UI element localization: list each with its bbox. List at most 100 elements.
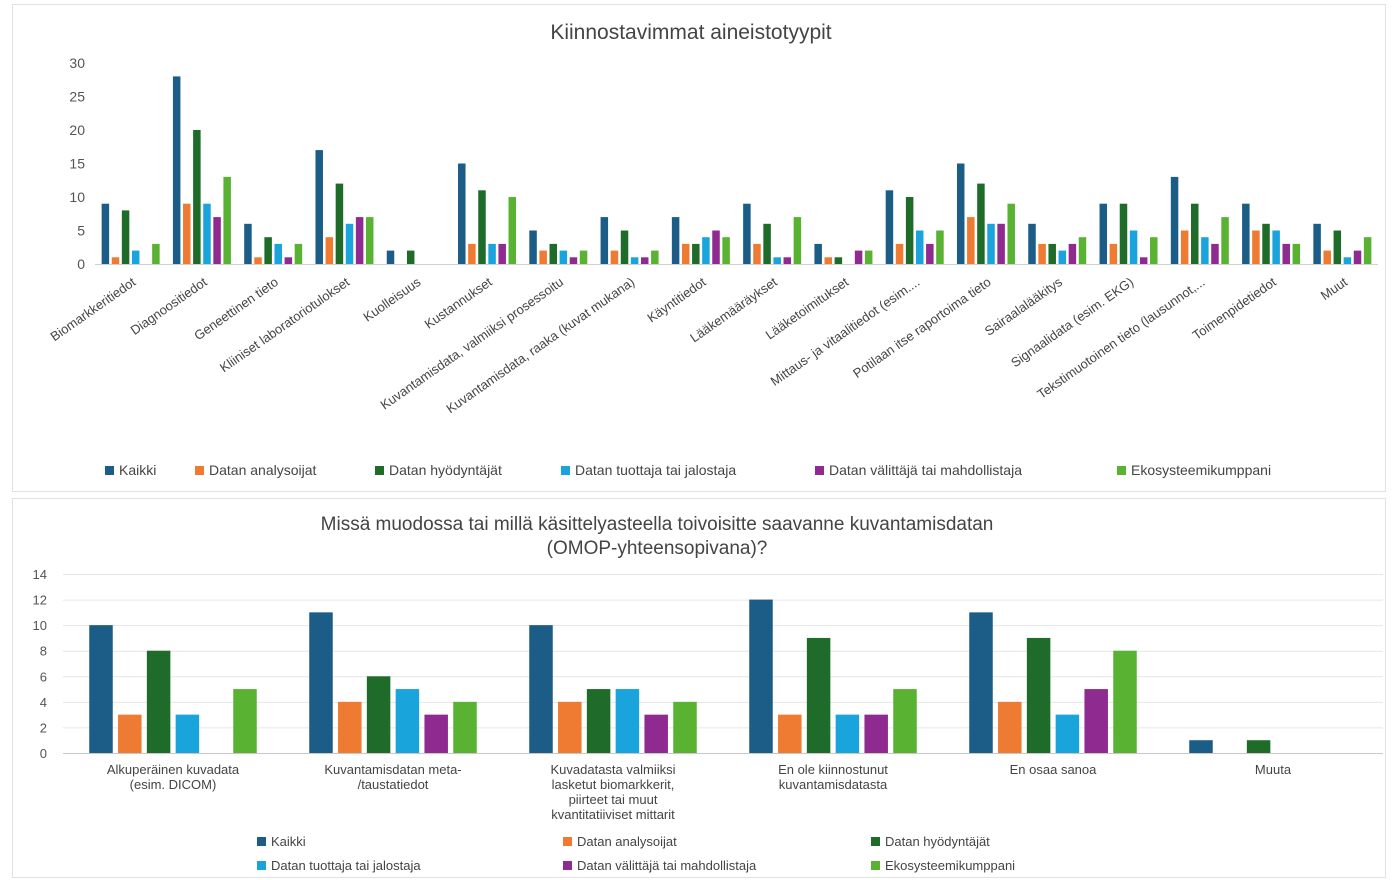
legend-swatch (257, 861, 266, 870)
bar (893, 689, 917, 753)
bar (1007, 203, 1015, 264)
legend-label: Kaikki (119, 462, 156, 478)
y-tick-label: 4 (40, 695, 47, 710)
bar (1262, 223, 1270, 264)
x-tick-label: Kliiniset laboratoriotulokset (217, 274, 353, 375)
bar (488, 243, 496, 264)
bar (175, 714, 200, 753)
bar (1084, 689, 1108, 753)
legend-label: Datan välittäjä tai mahdollistaja (577, 858, 757, 873)
bar (778, 714, 802, 753)
legend-swatch (563, 861, 572, 870)
bar (1333, 230, 1342, 264)
bar (1201, 237, 1209, 264)
y-tick-label: 8 (40, 644, 47, 659)
bar (681, 243, 690, 264)
bar (1180, 230, 1189, 264)
bar (558, 701, 582, 753)
bar (1129, 230, 1138, 264)
bar (424, 714, 448, 753)
bar (915, 230, 924, 264)
bar (1068, 243, 1077, 264)
bar (630, 257, 639, 264)
bar (722, 237, 730, 264)
bar (1292, 243, 1301, 264)
x-tick-label: En osaa sanoa (1010, 762, 1098, 777)
bar (1191, 203, 1199, 264)
bar (1028, 223, 1036, 264)
chart-kuvantamisdata: Missä muodossa tai millä käsittelyasteel… (33, 514, 1383, 873)
bar (1246, 740, 1271, 753)
bar (620, 230, 629, 264)
bar (610, 250, 619, 264)
bar (905, 197, 914, 264)
bar (640, 257, 649, 264)
bar (453, 701, 477, 753)
bar (773, 257, 781, 264)
bar (203, 203, 211, 264)
y-tick-label: 10 (33, 618, 47, 633)
bar (1343, 257, 1352, 264)
y-tick-label: 20 (69, 122, 85, 138)
x-tick-label: Kuvadatasta valmiiksi (551, 762, 676, 777)
legend-label: Datan analysoijat (577, 834, 677, 849)
bar (264, 237, 272, 264)
bar (254, 257, 262, 264)
legend-label: Ekosysteemikumppani (1131, 462, 1271, 478)
bar (395, 689, 420, 753)
x-tick-label: En ole kiinnostunut (778, 762, 888, 777)
bar (468, 243, 476, 264)
y-tick-label: 30 (69, 55, 85, 71)
bar (1150, 237, 1158, 264)
bar (193, 130, 201, 264)
x-tick-label: Potilaan itse raportoima tieto (850, 274, 994, 381)
x-tick-label: kuvantamisdatasta (779, 777, 888, 792)
bar (673, 701, 697, 753)
bar (835, 714, 860, 753)
bar (366, 676, 391, 753)
bar (529, 230, 537, 264)
bar (345, 223, 354, 264)
chart-title-line: (OMOP-yhteensopivana)? (547, 538, 768, 559)
bar (1363, 237, 1372, 264)
bar (615, 689, 640, 753)
bar (1252, 230, 1260, 264)
y-tick-label: 2 (40, 720, 47, 735)
bar (274, 243, 282, 264)
bar (1055, 714, 1080, 753)
bar (325, 237, 334, 264)
bar (956, 163, 965, 264)
legend-swatch (561, 466, 570, 475)
bar (651, 250, 659, 264)
bar (386, 250, 395, 264)
bar (233, 689, 257, 753)
bar (763, 223, 771, 264)
bar (692, 243, 700, 264)
bar (529, 625, 553, 753)
bar (806, 637, 831, 753)
bar (101, 203, 110, 264)
bar (998, 701, 1022, 753)
bar (1242, 203, 1250, 264)
x-tick-label: Alkuperäinen kuvadata (107, 762, 240, 777)
chart-aineistotyypit: Kiinnostavimmat aineistotyypit 0 5 10 15 20 25… (47, 21, 1378, 478)
legend-swatch (871, 837, 880, 846)
bar (895, 243, 904, 264)
bar (814, 243, 822, 264)
bar (749, 599, 773, 753)
x-tick-label: Biomarkkeritiedot (47, 274, 138, 344)
bar (926, 243, 934, 264)
bar (111, 257, 120, 264)
bar (1119, 203, 1128, 264)
bar (864, 250, 873, 264)
legend-swatch (105, 466, 114, 475)
bar (1211, 243, 1219, 264)
legend-swatch (257, 837, 266, 846)
bar (131, 250, 140, 264)
y-tick-label: 10 (69, 189, 85, 205)
bar (508, 197, 517, 264)
bar (743, 203, 751, 264)
bar (118, 714, 142, 753)
x-tick-label: Kuolleisuus (360, 274, 423, 325)
legend-swatch (375, 466, 384, 475)
